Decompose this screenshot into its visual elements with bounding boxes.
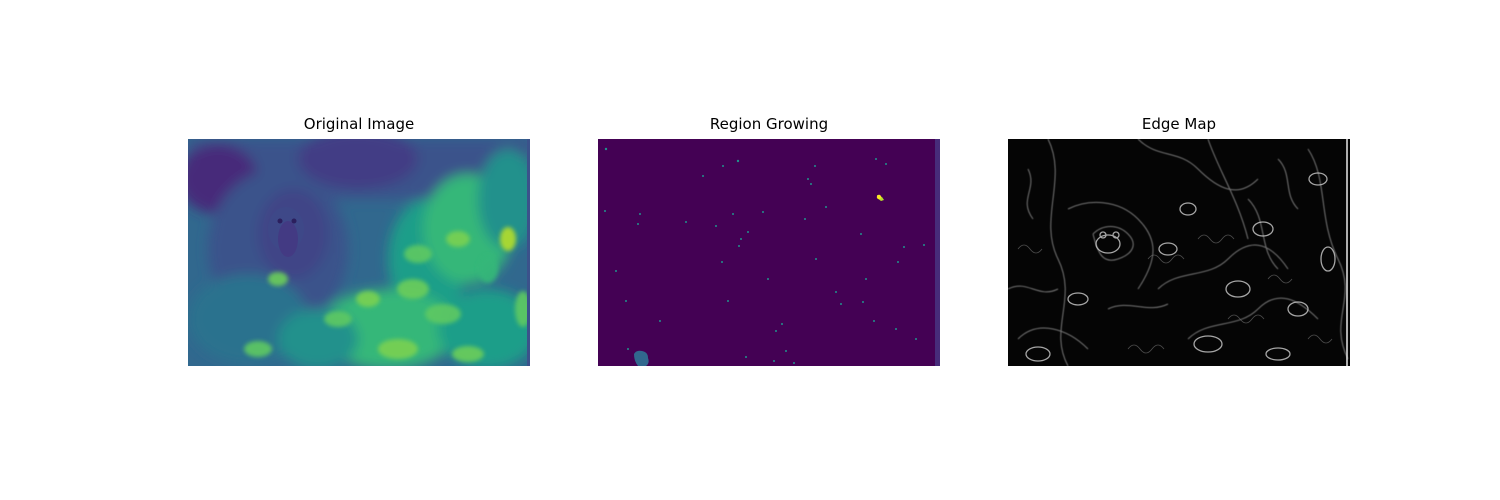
original-image-picture	[188, 139, 530, 366]
region-growing-mask	[598, 139, 940, 366]
original-image-title: Original Image	[303, 115, 415, 133]
edge-map-picture	[1008, 139, 1350, 366]
region-growing-title: Region Growing	[709, 115, 829, 133]
edge-map-title: Edge Map	[1141, 115, 1217, 133]
edge-map-panel	[1008, 139, 1350, 366]
original-image-panel	[188, 139, 530, 366]
region-growing-panel	[598, 139, 940, 366]
